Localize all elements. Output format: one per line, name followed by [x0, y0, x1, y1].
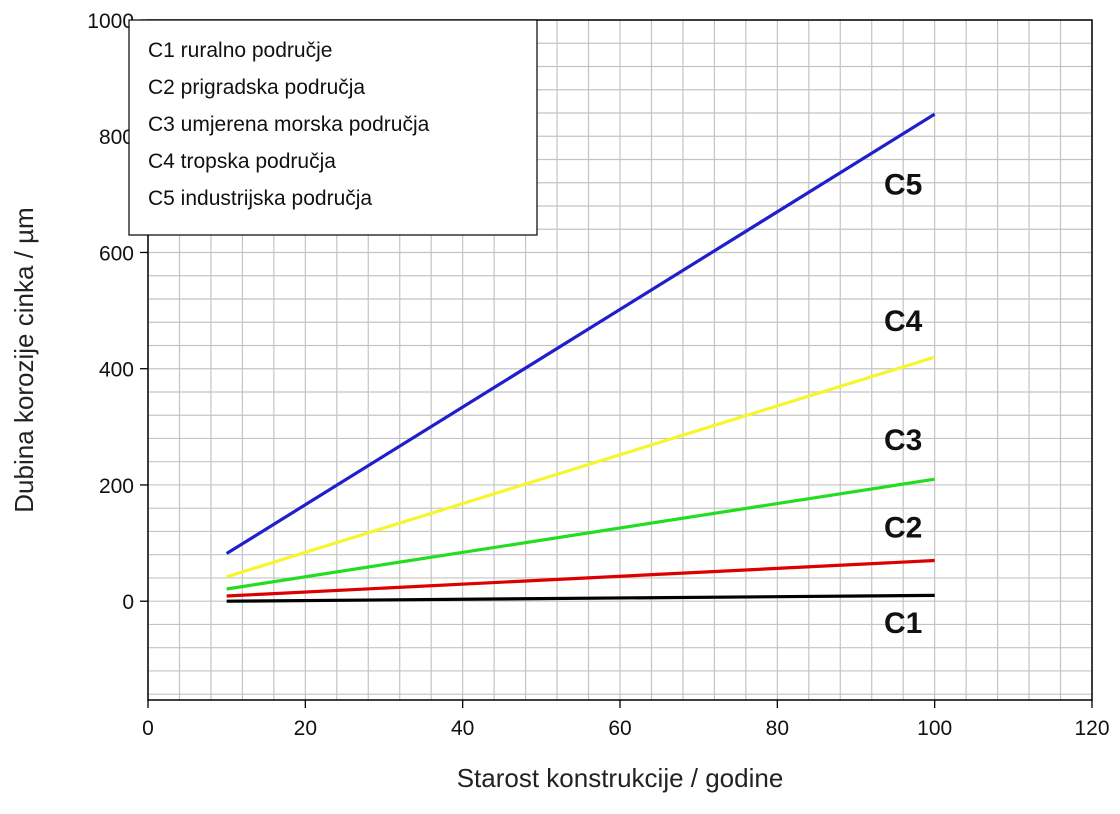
legend-box: [128, 19, 538, 236]
x-tick-label: 80: [766, 717, 789, 740]
series-label-c2: C2: [884, 511, 922, 544]
series-line-c4: [226, 355, 936, 579]
series-labels: C1 C2 C3 C4 C5: [884, 168, 923, 640]
legend-entry-c1: C1 ruralno područje: [148, 39, 332, 62]
x-axis-title: Starost konstrukcije / godine: [457, 763, 784, 793]
series-line-c2: [226, 558, 935, 598]
series-label-c1: C1: [884, 607, 922, 640]
legend: C1 ruralno područje C2 prigradska područ…: [128, 19, 538, 236]
y-tick-label: 600: [99, 242, 134, 265]
series-label-c3: C3: [884, 424, 922, 457]
series-line-c5: [225, 112, 936, 555]
legend-entry-c4: C4 tropska područja: [148, 150, 336, 173]
series-label-c4: C4: [884, 305, 923, 338]
x-tick-label: 40: [451, 717, 474, 740]
series-line-c3: [226, 477, 935, 591]
legend-entry-c5: C5 industrijska područja: [148, 187, 372, 210]
x-tick-label: 20: [294, 717, 317, 740]
y-tick-label: 800: [99, 126, 134, 149]
legend-entry-c3: C3 umjerena morska područja: [148, 113, 430, 136]
x-tick-label: 60: [608, 717, 631, 740]
y-tick-label: 1000: [87, 10, 134, 33]
series-line-c1: [226, 593, 935, 603]
series-lines: [225, 112, 936, 603]
y-axis-title: Dubina korozije cinka / µm: [9, 207, 39, 512]
legend-entry-c2: C2 prigradska područja: [148, 76, 365, 99]
axes: 0 20 40 60 80 100 120 0 200 400 600 800 1000: [87, 10, 1109, 740]
series-label-c5: C5: [884, 168, 922, 201]
y-tick-label: 400: [99, 359, 134, 382]
x-tick-label: 120: [1074, 717, 1109, 740]
y-tick-label: 0: [122, 591, 134, 614]
x-tick-label: 0: [142, 717, 154, 740]
x-tick-label: 100: [917, 717, 952, 740]
y-tick-label: 200: [99, 475, 134, 498]
